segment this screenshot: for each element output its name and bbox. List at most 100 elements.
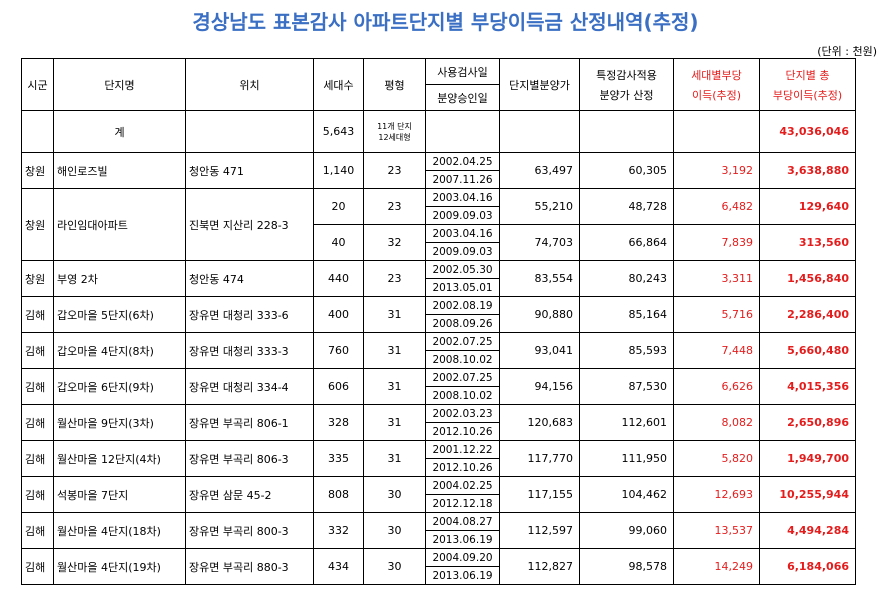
- cell-total: 3,638,880: [759, 152, 856, 189]
- header-pyeong: 평형: [363, 58, 426, 111]
- cell-approval-date: 2008.09.26: [425, 314, 500, 333]
- header-inspect-date: 사용검사일: [425, 58, 500, 85]
- unit-note: (단위 : 천원): [817, 45, 877, 58]
- cell-households: 40: [313, 224, 364, 261]
- cell-complex: 월산마을 4단지(18차): [53, 512, 186, 549]
- cell-location: 장유면 대청리 334-4: [185, 368, 314, 405]
- cell-approval-date: 2013.06.19: [425, 530, 500, 549]
- table-row: 김해 갑오마을 5단지(6차) 장유면 대청리 333-6 400 31 200…: [21, 296, 856, 333]
- header-total: 단지별 총 부당이득(추정): [759, 58, 856, 111]
- header-audit-price-line1: 특정감사적용: [596, 68, 657, 82]
- header-per-household-line1: 세대별부당: [691, 68, 742, 82]
- table-row: 김해 월산마을 4단지(19차) 장유면 부곡리 880-3 434 30 20…: [21, 548, 856, 585]
- cell-approval-date: 2013.06.19: [425, 566, 500, 585]
- cell-pyeong: 31: [363, 368, 426, 405]
- cell-pyeong: 30: [363, 548, 426, 585]
- cell-pyeong: 30: [363, 476, 426, 513]
- cell-total: 1,949,700: [759, 440, 856, 477]
- cell-total: 6,184,066: [759, 548, 856, 585]
- cell-inspect-date: 2004.02.25: [425, 476, 500, 495]
- header-sigun: 시군: [21, 58, 54, 111]
- cell-complex-price: 120,683: [499, 404, 580, 441]
- cell-location: 장유면 삼문 45-2: [185, 476, 314, 513]
- cell-approval-date: 2007.11.26: [425, 170, 500, 189]
- cell-households: 328: [313, 404, 364, 441]
- cell-total: 1,456,840: [759, 260, 856, 297]
- cell-location: 장유면 대청리 333-3: [185, 332, 314, 369]
- cell-households: 332: [313, 512, 364, 549]
- cell-sigun: 창원: [21, 188, 54, 261]
- cell-sigun: 창원: [21, 260, 54, 297]
- cell-complex-price: 74,703: [499, 224, 580, 261]
- header-approval-date: 분양승인일: [425, 84, 500, 111]
- cell-total: 129,640: [759, 188, 856, 225]
- cell-audit-price: 48,728: [579, 188, 674, 225]
- cell-per-household: 6,482: [673, 188, 760, 225]
- table-row: 40 32 2003.04.16 74,703 66,864 7,839 313…: [22, 224, 856, 261]
- cell-households: 1,140: [313, 152, 364, 189]
- cell-complex: 월산마을 9단지(3차): [53, 404, 186, 441]
- cell-approval-date: 2013.05.01: [425, 278, 500, 297]
- cell-location: 장유면 대청리 333-6: [185, 296, 314, 333]
- cell-pyeong: 30: [363, 512, 426, 549]
- cell-approval-date: 2008.10.02: [425, 386, 500, 405]
- table-row: 김해 갑오마을 4단지(8차) 장유면 대청리 333-3 760 31 200…: [21, 332, 856, 369]
- cell-complex-price: 117,770: [499, 440, 580, 477]
- cell-complex: 해인로즈빌: [53, 152, 186, 189]
- cell-per-household: 3,311: [673, 260, 760, 297]
- cell-per-household: 7,448: [673, 332, 760, 369]
- cell-complex: 석봉마을 7단지: [53, 476, 186, 513]
- cell-pyeong: 31: [363, 404, 426, 441]
- table-row: 창원 해인로즈빌 청안동 471 1,140 23 2002.04.25 63,…: [21, 152, 856, 189]
- cell-audit-price: 98,578: [579, 548, 674, 585]
- cell-sigun: 김해: [21, 512, 54, 549]
- cell-complex-price: 112,827: [499, 548, 580, 585]
- cell-inspect-date: 2003.04.16: [425, 188, 500, 207]
- page-title: 경상남도 표본감사 아파트단지별 부당이득금 산정내역(추정): [192, 10, 699, 34]
- cell-total: 313,560: [759, 224, 856, 261]
- header-complex-price: 단지별분양가: [499, 58, 580, 111]
- cell-location: 장유면 부곡리 880-3: [185, 548, 314, 585]
- table-row: 창원 부영 2차 청안동 474 440 23 2002.05.30 83,55…: [21, 260, 856, 297]
- cell-inspect-date: 2001.12.22: [425, 440, 500, 459]
- header-audit-price-line2: 분양가 산정: [599, 88, 654, 102]
- cell-per-household: 5,716: [673, 296, 760, 333]
- total-pyeong-line2: 12세대형: [378, 132, 411, 142]
- data-table: 시군 단지명 위치 세대수 평형 사용검사일 단지별분양가 특정감사적용 분양가…: [21, 58, 856, 585]
- cell-per-household: 12,693: [673, 476, 760, 513]
- cell-total: 2,286,400: [759, 296, 856, 333]
- table-row: 김해 월산마을 9단지(3차) 장유면 부곡리 806-1 328 31 200…: [21, 404, 856, 441]
- cell-complex-price: 63,497: [499, 152, 580, 189]
- total-amount: 43,036,046: [759, 110, 856, 153]
- cell-total: 4,015,356: [759, 368, 856, 405]
- cell-complex: 갑오마을 6단지(9차): [53, 368, 186, 405]
- cell-inspect-date: 2002.07.25: [425, 332, 500, 351]
- cell-inspect-date: 2002.04.25: [425, 152, 500, 171]
- cell-sigun: 김해: [21, 332, 54, 369]
- cell-complex: 월산마을 4단지(19차): [53, 548, 186, 585]
- cell-audit-price: 80,243: [579, 260, 674, 297]
- header-location: 위치: [185, 58, 314, 111]
- total-row: 계 5,643 11개 단지 12세대형 43,036,046: [21, 110, 856, 153]
- header-households: 세대수: [313, 58, 364, 111]
- cell-pyeong: 31: [363, 296, 426, 333]
- cell-complex: 월산마을 12단지(4차): [53, 440, 186, 477]
- header-per-household-line2: 이득(추정): [691, 88, 742, 102]
- cell-inspect-date: 2002.07.25: [425, 368, 500, 387]
- cell-audit-price: 85,164: [579, 296, 674, 333]
- cell-sigun: 창원: [21, 152, 54, 189]
- table-row: 창원 라인임대아파트 진북면 지산리 228-3 20 23 2003.04.1…: [21, 188, 856, 261]
- cell-per-household: 7,839: [673, 224, 760, 261]
- cell-sigun: 김해: [21, 296, 54, 333]
- cell-households: 335: [313, 440, 364, 477]
- header-total-line2: 부당이득(추정): [772, 88, 843, 102]
- cell-per-household: 14,249: [673, 548, 760, 585]
- header-total-line1: 단지별 총: [785, 68, 830, 82]
- header-per-household: 세대별부당 이득(추정): [673, 58, 760, 111]
- cell-audit-price: 87,530: [579, 368, 674, 405]
- cell-complex-price: 94,156: [499, 368, 580, 405]
- cell-complex: 부영 2차: [53, 260, 186, 297]
- cell-households: 606: [313, 368, 364, 405]
- cell-approval-date: 2012.10.26: [425, 422, 500, 441]
- cell-inspect-date: 2002.03.23: [425, 404, 500, 423]
